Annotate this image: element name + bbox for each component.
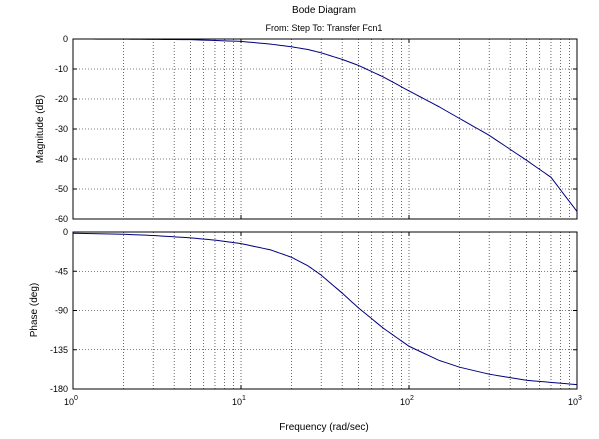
x-tick-label: 103 <box>568 395 582 407</box>
phase-panel: 0 -45 -90 -135 -180 Phase (deg) <box>29 227 578 394</box>
magnitude-y-tick-label: -40 <box>55 154 68 164</box>
magnitude-panel: 0 -10 -20 -30 -40 -50 -60 Magnitude (dB) <box>35 34 578 224</box>
magnitude-axes-box <box>72 38 578 220</box>
chart-title: Bode Diagram <box>292 5 356 16</box>
phase-axes-box <box>72 231 578 390</box>
phase-y-tick-label: -90 <box>55 306 68 316</box>
x-tick-label: 100 <box>64 395 78 407</box>
magnitude-y-tick-label: -60 <box>55 214 68 224</box>
x-tick-label: 102 <box>400 395 414 407</box>
x-tick-exponent: 1 <box>242 395 246 402</box>
magnitude-y-axis-label: Magnitude (dB) <box>35 95 46 163</box>
x-tick-labels: 100 101 102 103 <box>64 395 582 407</box>
phase-y-tick-label: -135 <box>50 345 68 355</box>
x-tick-base: 10 <box>400 397 410 407</box>
magnitude-trace <box>72 38 578 212</box>
phase-trace <box>72 232 578 386</box>
x-tick-exponent: 2 <box>410 395 414 402</box>
x-tick-exponent: 3 <box>578 395 582 402</box>
x-tick-exponent: 0 <box>74 395 78 402</box>
magnitude-y-tick-label: -30 <box>55 124 68 134</box>
x-axis-label: Frequency (rad/sec) <box>279 422 368 433</box>
magnitude-grid <box>73 39 577 219</box>
phase-y-tick-label: -180 <box>50 384 68 394</box>
x-tick-label: 101 <box>232 395 246 407</box>
magnitude-y-tick-label: -10 <box>55 64 68 74</box>
phase-y-tick-label: -45 <box>55 266 68 276</box>
chart-subtitle: From: Step To: Transfer Fcn1 <box>266 23 383 33</box>
phase-y-axis-label: Phase (deg) <box>29 283 40 337</box>
x-tick-base: 10 <box>64 397 74 407</box>
magnitude-y-tick-label: -20 <box>55 94 68 104</box>
phase-y-tick-label: 0 <box>63 227 68 237</box>
x-tick-base: 10 <box>232 397 242 407</box>
phase-grid <box>73 232 577 389</box>
magnitude-y-tick-label: 0 <box>63 34 68 44</box>
magnitude-y-tick-label: -50 <box>55 184 68 194</box>
x-tick-base: 10 <box>568 397 578 407</box>
